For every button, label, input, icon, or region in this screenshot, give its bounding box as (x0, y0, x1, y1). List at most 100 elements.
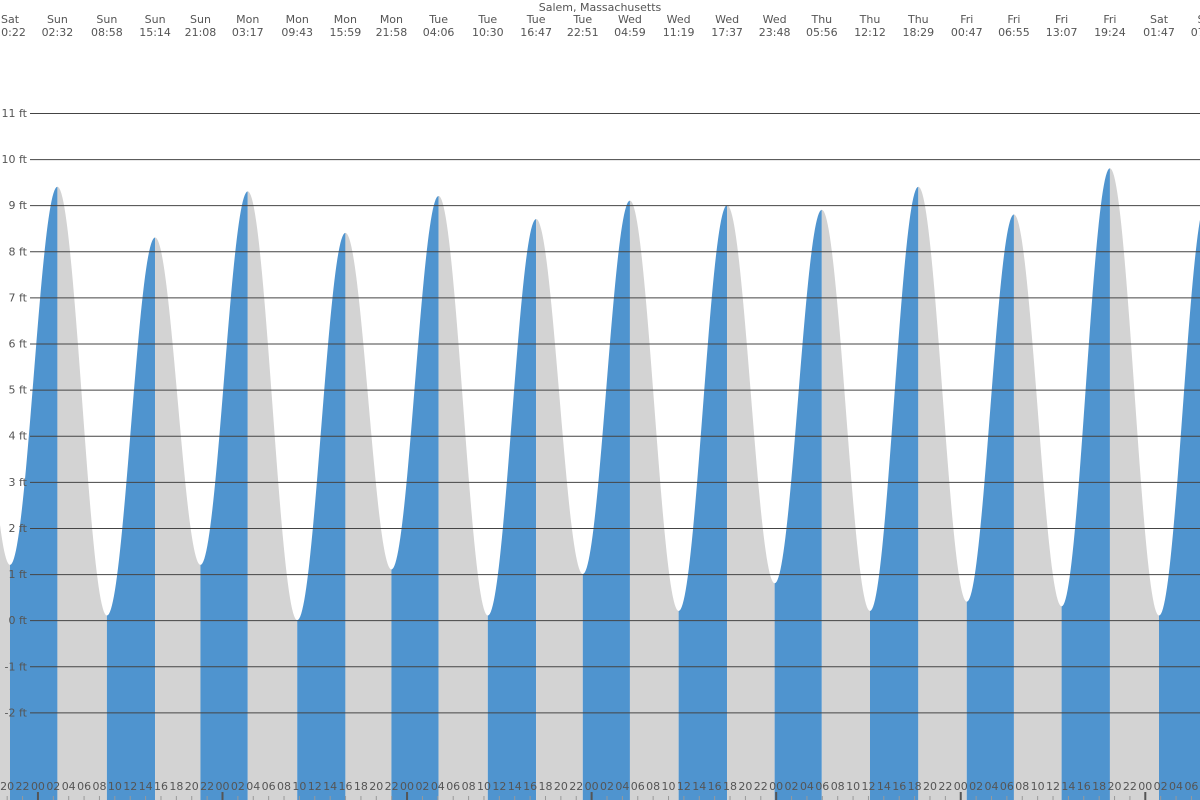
y-tick-label: 10 ft (2, 153, 28, 166)
falling-tide (438, 195, 488, 800)
hour-label: 22 (569, 780, 583, 793)
hour-label: 02 (415, 780, 429, 793)
hour-label: 20 (0, 780, 14, 793)
hour-label: 22 (200, 780, 214, 793)
event-time: 08:58 (91, 26, 123, 39)
falling-tide (821, 209, 870, 800)
falling-tide (1013, 214, 1062, 800)
event-time: 23:48 (759, 26, 791, 39)
hour-label: 20 (923, 780, 937, 793)
hour-label: 10 (108, 780, 122, 793)
event-day: Sat (1198, 13, 1200, 26)
hour-label: 06 (262, 780, 276, 793)
event-time: 05:56 (806, 26, 838, 39)
event-day: Mon (236, 13, 259, 26)
event-time: 01:47 (1143, 26, 1175, 39)
event-day: Tue (477, 13, 497, 26)
tide-lead (0, 524, 10, 800)
rising-tide (678, 205, 728, 800)
y-tick-label: 6 ft (9, 338, 28, 351)
y-tick-label: 3 ft (9, 476, 28, 489)
hour-label: 22 (754, 780, 768, 793)
event-time: 07:58 (1191, 26, 1200, 39)
hour-label: 12 (677, 780, 691, 793)
event-day: Sun (96, 13, 117, 26)
hour-label: 00 (400, 780, 414, 793)
hour-label: 12 (123, 780, 137, 793)
hour-label: 10 (477, 780, 491, 793)
event-day: Fri (960, 13, 973, 26)
hour-label: 02 (785, 780, 799, 793)
event-time: 22:51 (567, 26, 599, 39)
event-day: Sun (145, 13, 166, 26)
hour-label: 06 (446, 780, 460, 793)
y-tick-label: 4 ft (9, 430, 28, 443)
hour-label: 08 (1015, 780, 1029, 793)
event-day: Mon (286, 13, 309, 26)
rising-tide (200, 191, 248, 800)
event-day: Fri (1055, 13, 1068, 26)
hour-label: 14 (139, 780, 153, 793)
falling-tide (536, 219, 583, 800)
rising-tide (1061, 168, 1110, 800)
falling-tide (1109, 168, 1160, 800)
y-tick-label: 11 ft (2, 107, 28, 120)
rising-tide (10, 186, 58, 800)
hour-label: 06 (631, 780, 645, 793)
hour-label: 04 (246, 780, 260, 793)
event-time: 11:19 (663, 26, 695, 39)
hour-label: 04 (62, 780, 76, 793)
rising-tide (1159, 219, 1200, 800)
hour-label: 08 (831, 780, 845, 793)
event-day: Thu (810, 13, 832, 26)
event-day: Tue (572, 13, 592, 26)
hour-label: 12 (492, 780, 506, 793)
event-day: Sun (47, 13, 68, 26)
hour-label: 00 (769, 780, 783, 793)
hour-label: 22 (938, 780, 952, 793)
hour-label: 22 (1123, 780, 1137, 793)
hour-label: 18 (169, 780, 183, 793)
hour-label: 16 (339, 780, 353, 793)
event-time: 19:24 (1094, 26, 1126, 39)
hour-label: 06 (1000, 780, 1014, 793)
event-time: 21:58 (376, 26, 408, 39)
y-tick-label: 2 ft (9, 522, 28, 535)
event-day: Fri (1007, 13, 1020, 26)
chart-title: Salem, Massachusetts (539, 1, 662, 14)
event-time: 06:55 (998, 26, 1030, 39)
hour-label: 20 (369, 780, 383, 793)
hour-label: 20 (1108, 780, 1122, 793)
event-day: Tue (428, 13, 448, 26)
y-tick-label: 5 ft (9, 384, 28, 397)
hour-label: 18 (354, 780, 368, 793)
hour-label: 18 (538, 780, 552, 793)
falling-tide (727, 205, 775, 800)
event-day: Wed (715, 13, 739, 26)
tide-fills (0, 168, 1200, 800)
event-day: Sat (1, 13, 20, 26)
y-tick-label: -1 ft (5, 660, 28, 673)
hour-label: 02 (1154, 780, 1168, 793)
hour-label: 02 (969, 780, 983, 793)
y-tick-label: -2 ft (5, 706, 28, 719)
rising-tide (582, 200, 630, 800)
event-day: Fri (1103, 13, 1116, 26)
hour-label: 04 (615, 780, 629, 793)
hour-label: 16 (892, 780, 906, 793)
hour-label: 00 (954, 780, 968, 793)
hour-label: 06 (77, 780, 91, 793)
event-time: 20:22 (0, 26, 26, 39)
rising-tide (297, 232, 346, 800)
event-day: Mon (380, 13, 403, 26)
event-time: 17:37 (711, 26, 743, 39)
hour-label: 22 (385, 780, 399, 793)
hour-label: 00 (31, 780, 45, 793)
rising-tide (106, 237, 156, 800)
event-day: Sun (190, 13, 211, 26)
hour-label: 10 (662, 780, 676, 793)
hour-label: 12 (308, 780, 322, 793)
falling-tide (345, 232, 392, 800)
